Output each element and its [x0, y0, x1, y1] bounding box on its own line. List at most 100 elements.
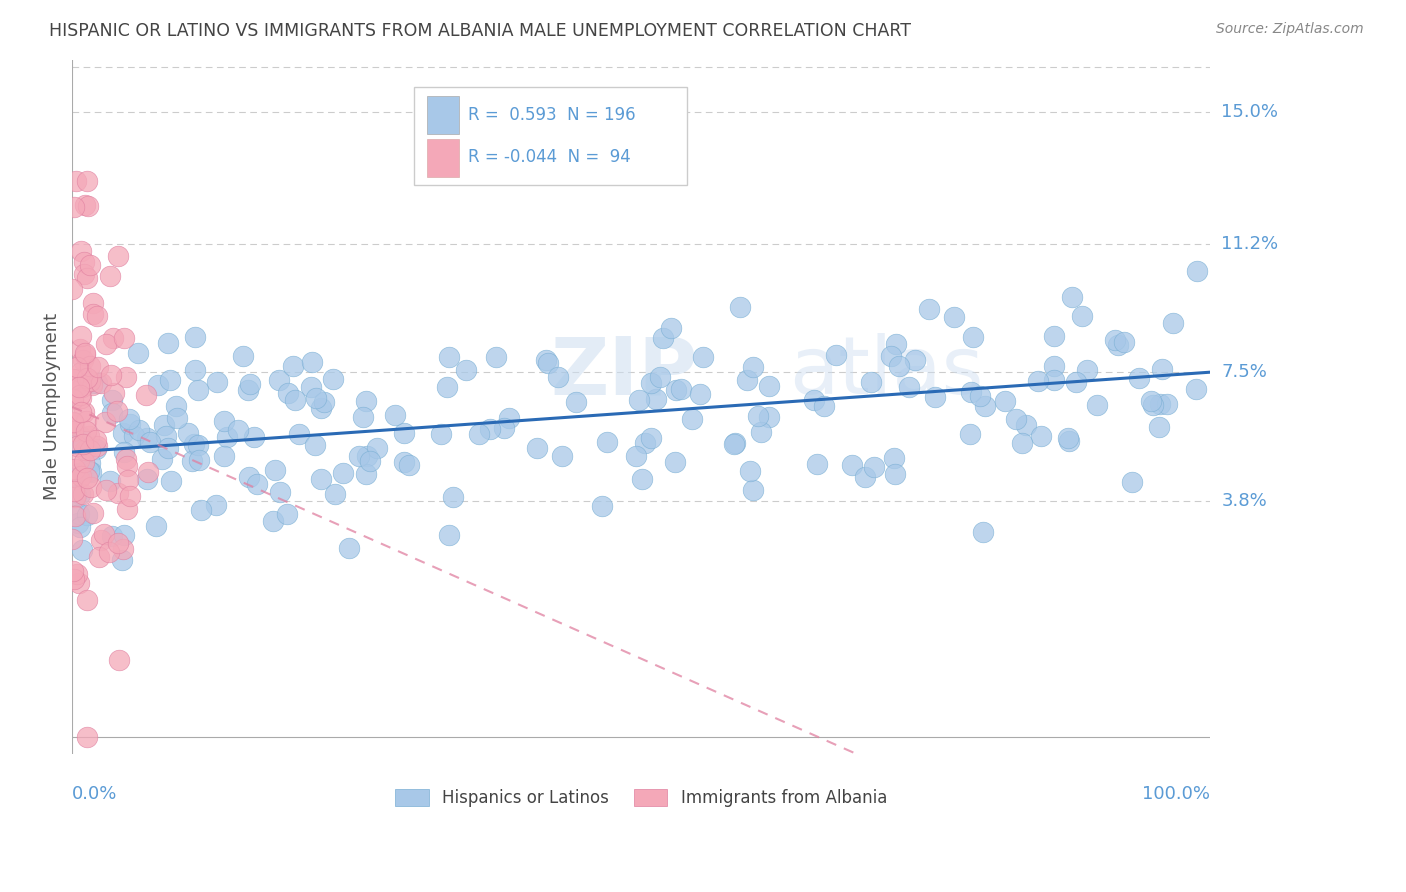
Point: [749, 425, 772, 439]
Point: [494, 420, 516, 434]
Point: [73, 455, 96, 469]
Point: [962, 330, 984, 344]
Text: atlas: atlas: [789, 334, 984, 411]
Point: [159, 474, 181, 488]
Point: [243, 430, 266, 444]
Point: [1163, 316, 1185, 330]
Point: [813, 399, 835, 413]
Point: [212, 449, 235, 463]
Point: [101, 331, 124, 345]
Point: [66, 372, 89, 386]
Point: [72, 437, 94, 451]
Point: [883, 450, 905, 465]
Point: [384, 408, 406, 422]
Point: [76, 370, 98, 384]
Point: [664, 455, 686, 469]
Point: [76, 593, 98, 607]
Point: [80, 465, 103, 479]
Point: [392, 455, 415, 469]
Point: [924, 390, 946, 404]
Point: [551, 449, 574, 463]
Y-axis label: Male Unemployment: Male Unemployment: [44, 313, 60, 500]
Point: [183, 437, 205, 451]
Point: [62, 564, 84, 578]
Point: [1011, 435, 1033, 450]
Point: [880, 349, 903, 363]
Point: [1140, 394, 1163, 409]
FancyBboxPatch shape: [427, 138, 460, 177]
Point: [63, 200, 86, 214]
Point: [184, 329, 207, 343]
Point: [70, 329, 93, 343]
Point: [112, 444, 135, 458]
Point: [77, 464, 100, 478]
Point: [309, 472, 332, 486]
Point: [136, 431, 159, 445]
Point: [359, 454, 381, 468]
Point: [79, 456, 101, 470]
Point: [626, 449, 648, 463]
Point: [468, 426, 491, 441]
Point: [311, 401, 333, 415]
Point: [689, 387, 711, 401]
Point: [692, 350, 714, 364]
Point: [103, 385, 125, 400]
Point: [1004, 412, 1026, 426]
Point: [94, 415, 117, 429]
Point: [67, 575, 90, 590]
Point: [263, 463, 285, 477]
Point: [100, 529, 122, 543]
Point: [738, 464, 761, 478]
Point: [187, 383, 209, 397]
Point: [276, 507, 298, 521]
Point: [301, 355, 323, 369]
Point: [634, 435, 657, 450]
Point: [82, 307, 104, 321]
Point: [1112, 334, 1135, 349]
Point: [1184, 382, 1206, 396]
Point: [1142, 398, 1164, 412]
Point: [150, 451, 173, 466]
Point: [72, 487, 94, 501]
Point: [76, 471, 98, 485]
Point: [65, 487, 87, 501]
Point: [80, 376, 103, 391]
Point: [1071, 310, 1094, 324]
Point: [117, 473, 139, 487]
Point: [1076, 363, 1098, 377]
Point: [70, 244, 93, 258]
Point: [70, 405, 93, 419]
Point: [63, 490, 86, 504]
Point: [262, 515, 284, 529]
Point: [631, 472, 654, 486]
Point: [1057, 434, 1080, 448]
Point: [485, 350, 508, 364]
Point: [86, 309, 108, 323]
Point: [101, 393, 124, 408]
Point: [105, 404, 128, 418]
Point: [304, 438, 326, 452]
Point: [723, 437, 745, 451]
Point: [62, 415, 84, 429]
Point: [217, 430, 239, 444]
Point: [69, 428, 91, 442]
Point: [1121, 475, 1143, 489]
Point: [79, 359, 101, 373]
Point: [76, 271, 98, 285]
FancyBboxPatch shape: [427, 95, 460, 134]
Point: [72, 353, 94, 368]
Point: [886, 337, 908, 351]
Point: [356, 393, 378, 408]
Point: [101, 406, 124, 420]
Point: [66, 437, 89, 451]
Point: [1043, 329, 1066, 343]
Point: [76, 508, 98, 523]
Point: [1104, 333, 1126, 347]
Point: [115, 370, 138, 384]
Point: [66, 359, 89, 374]
Text: 0.0%: 0.0%: [72, 785, 118, 803]
Point: [117, 412, 139, 426]
Point: [1128, 371, 1150, 385]
Point: [889, 359, 911, 373]
Point: [728, 301, 751, 315]
